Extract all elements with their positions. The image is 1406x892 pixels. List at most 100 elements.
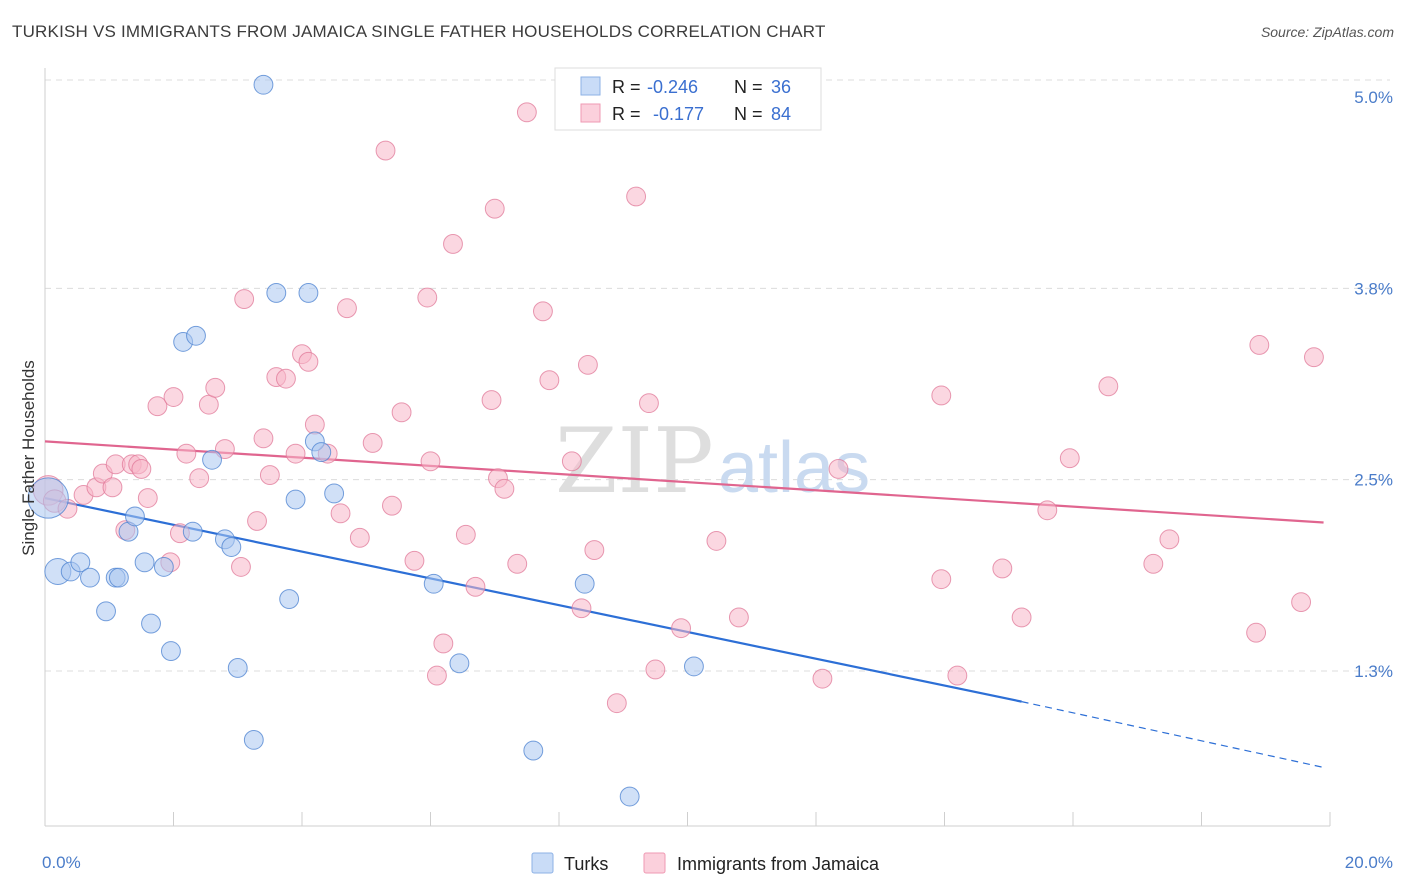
data-point-jamaica [584, 540, 605, 561]
data-point-turks [324, 483, 345, 504]
trend-line-extension-0 [1021, 701, 1324, 769]
y-tick-label: 1.3% [1354, 662, 1393, 681]
data-point-jamaica [484, 198, 505, 219]
data-point-jamaica [1249, 335, 1270, 355]
grid-lines [45, 79, 1390, 672]
y-tick-label: 2.5% [1354, 471, 1393, 490]
data-point-jamaica [198, 394, 219, 415]
legend-r-value-2: -0.177 [653, 104, 704, 124]
data-point-jamaica [231, 556, 251, 577]
legend-r-label-2: R = [612, 104, 641, 124]
data-point-jamaica [1291, 592, 1312, 613]
data-point-jamaica [1304, 347, 1324, 368]
source-credit: Source: ZipAtlas.com [1260, 24, 1394, 40]
data-point-jamaica [1098, 376, 1119, 397]
data-point-turks [27, 477, 69, 519]
data-point-jamaica [645, 659, 666, 680]
data-point-jamaica [706, 530, 727, 551]
chart-title: TURKISH VS IMMIGRANTS FROM JAMAICA SINGL… [12, 22, 826, 41]
legend-r-value-1: -0.246 [647, 77, 698, 97]
legend-n-value-1: 36 [771, 77, 791, 97]
legend-r-label-1: R = [612, 77, 641, 97]
legend-swatch-jamaica [580, 103, 601, 123]
data-point-jamaica [494, 478, 515, 499]
data-point-turks [182, 521, 203, 542]
data-point-turks [70, 552, 91, 573]
data-point-jamaica [671, 618, 692, 639]
data-point-jamaica [577, 354, 598, 375]
data-point-jamaica [391, 402, 412, 423]
trend-line-0 [44, 496, 1022, 703]
data-points [27, 74, 1324, 807]
data-point-jamaica [382, 495, 402, 516]
axes [44, 68, 1331, 827]
data-point-jamaica [285, 443, 306, 464]
data-point-turks [285, 489, 306, 510]
data-point-jamaica [420, 451, 441, 472]
data-point-jamaica [561, 451, 582, 472]
data-point-jamaica [481, 390, 502, 411]
data-point-jamaica [375, 140, 396, 161]
bottom-legend-swatch-turks [531, 852, 554, 874]
data-point-turks [311, 442, 332, 463]
legend-n-label-2: N = [734, 104, 763, 124]
data-point-turks [683, 656, 704, 677]
legend-n-label-1: N = [734, 77, 763, 97]
data-point-jamaica [539, 370, 560, 391]
tick-labels: 1.3% 2.5% 3.8% 5.0% 0.0% 20.0% [42, 88, 1393, 872]
data-point-jamaica [259, 465, 280, 486]
data-point-jamaica [812, 668, 833, 689]
series-legend: Turks Immigrants from Jamaica [531, 852, 880, 874]
data-point-turks [423, 573, 444, 594]
data-point-jamaica [828, 459, 849, 479]
x-tick-label: 20.0% [1345, 853, 1393, 872]
data-point-jamaica [147, 396, 168, 417]
data-point-turks [108, 567, 129, 588]
data-point-jamaica [507, 553, 528, 574]
data-point-turks [134, 552, 155, 573]
data-point-jamaica [947, 665, 968, 686]
data-point-jamaica [931, 385, 952, 406]
data-point-turks [619, 786, 640, 807]
data-point-jamaica [571, 598, 592, 619]
y-axis-label: Single Father Households [19, 360, 38, 556]
data-point-jamaica [349, 527, 370, 548]
data-point-turks [202, 449, 222, 470]
data-point-jamaica [417, 287, 438, 308]
data-point-jamaica [205, 377, 226, 398]
data-point-jamaica [992, 558, 1013, 579]
data-point-jamaica [443, 234, 463, 254]
data-point-jamaica [1037, 500, 1058, 521]
data-point-turks [221, 537, 242, 557]
legend-swatch-turks [580, 76, 601, 96]
data-point-jamaica [931, 569, 952, 590]
data-point-jamaica [247, 511, 267, 531]
data-point-turks [125, 506, 145, 527]
data-point-jamaica [304, 414, 325, 435]
y-tick-label: 5.0% [1354, 88, 1393, 107]
data-point-jamaica [234, 289, 255, 309]
y-tick-label: 3.8% [1354, 279, 1393, 298]
data-point-turks [153, 556, 174, 577]
data-point-jamaica [362, 433, 383, 453]
data-point-jamaica [1159, 529, 1180, 550]
data-point-jamaica [1059, 448, 1080, 469]
data-point-jamaica [298, 351, 319, 372]
data-point-jamaica [253, 428, 274, 449]
x-tick-label: 0.0% [42, 853, 81, 872]
data-point-turks [449, 653, 470, 674]
data-point-turks [253, 74, 274, 95]
data-point-turks [141, 613, 161, 634]
data-point-jamaica [330, 503, 351, 524]
data-point-turks [80, 567, 100, 588]
data-point-jamaica [189, 468, 210, 489]
data-point-jamaica [163, 387, 184, 407]
watermark: ZIP atlas [555, 409, 870, 514]
data-point-jamaica [176, 443, 197, 464]
data-point-jamaica [1011, 607, 1032, 628]
data-point-jamaica [426, 665, 447, 686]
data-point-jamaica [516, 102, 537, 123]
data-point-jamaica [455, 524, 476, 545]
trend-lines [44, 440, 1324, 769]
data-point-turks [523, 740, 544, 761]
